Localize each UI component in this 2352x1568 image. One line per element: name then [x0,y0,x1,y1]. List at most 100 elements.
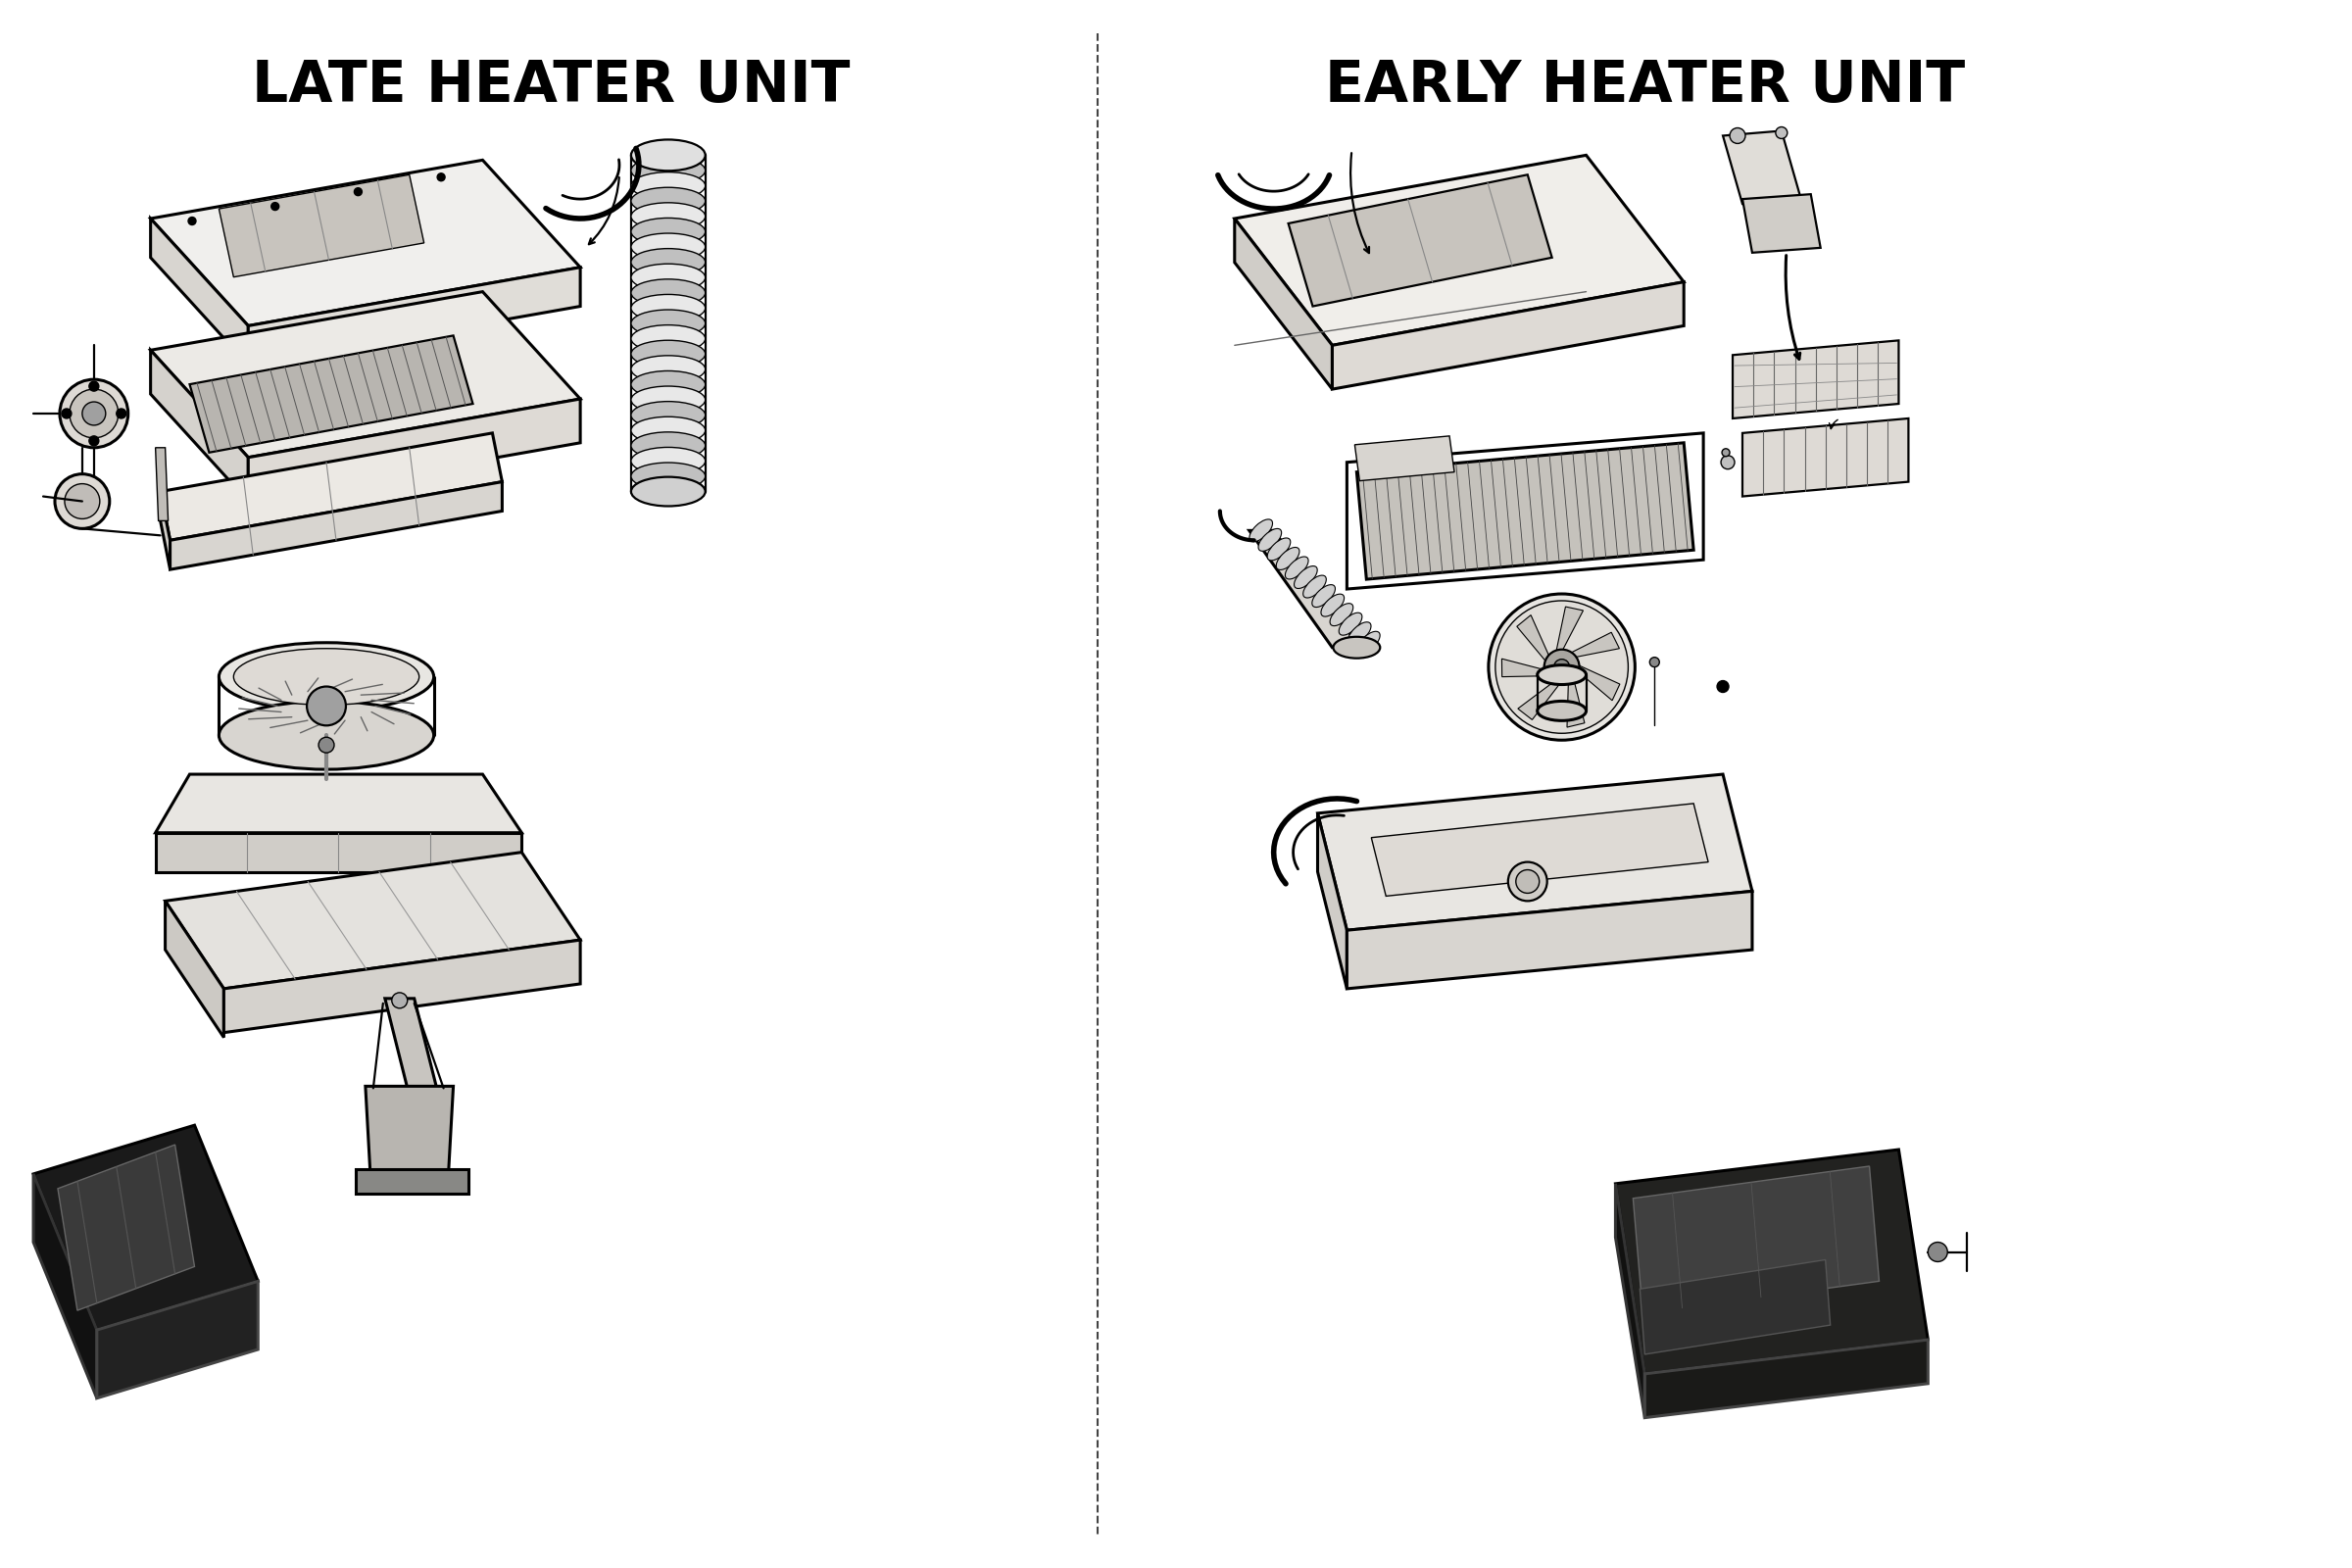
Ellipse shape [630,386,706,414]
Ellipse shape [630,477,706,506]
Polygon shape [1555,607,1583,654]
Polygon shape [1569,632,1621,657]
Ellipse shape [1312,585,1336,607]
Ellipse shape [233,649,419,706]
Polygon shape [219,174,423,278]
Circle shape [89,436,99,445]
Circle shape [64,485,99,519]
Ellipse shape [1258,528,1282,550]
Polygon shape [1355,436,1454,481]
Polygon shape [160,491,169,569]
Ellipse shape [219,701,433,770]
Polygon shape [155,775,522,833]
Ellipse shape [1284,557,1308,579]
Circle shape [59,379,127,447]
Polygon shape [33,1174,96,1399]
Polygon shape [96,1281,259,1399]
Polygon shape [151,160,581,326]
Polygon shape [59,1145,195,1311]
Ellipse shape [630,356,706,383]
Circle shape [393,993,407,1008]
Circle shape [89,381,99,390]
Polygon shape [1644,1339,1929,1417]
Polygon shape [386,999,440,1096]
Circle shape [71,389,118,437]
Polygon shape [191,336,473,453]
Ellipse shape [1303,575,1327,597]
Ellipse shape [1294,566,1317,588]
Polygon shape [1566,676,1585,728]
Ellipse shape [630,417,706,444]
Circle shape [1776,127,1788,138]
Ellipse shape [1277,547,1298,569]
Polygon shape [1632,1167,1879,1314]
Ellipse shape [630,401,706,428]
Circle shape [1649,657,1661,666]
Polygon shape [249,398,581,502]
Circle shape [54,474,111,528]
Polygon shape [1357,442,1693,579]
Polygon shape [1724,130,1802,204]
Circle shape [355,188,362,196]
Ellipse shape [1338,613,1362,635]
Polygon shape [249,267,581,365]
Ellipse shape [630,157,706,183]
Ellipse shape [630,234,706,260]
Polygon shape [1371,803,1708,897]
Ellipse shape [219,643,433,710]
Circle shape [270,202,280,210]
Ellipse shape [630,295,706,321]
Polygon shape [1249,530,1357,648]
Polygon shape [1517,615,1550,663]
Polygon shape [151,350,249,502]
Polygon shape [1733,340,1898,419]
Polygon shape [1503,659,1550,677]
Circle shape [1515,870,1538,894]
Ellipse shape [1538,701,1585,721]
Ellipse shape [630,478,706,505]
Circle shape [188,216,195,224]
Polygon shape [223,939,581,1033]
Circle shape [1722,448,1729,456]
Polygon shape [155,833,522,872]
Polygon shape [165,902,223,1038]
Ellipse shape [630,279,706,306]
Ellipse shape [1357,632,1381,654]
Circle shape [1722,455,1736,469]
Ellipse shape [1249,519,1272,543]
Circle shape [1929,1242,1947,1262]
Ellipse shape [1348,622,1371,644]
Polygon shape [1235,155,1684,345]
Text: EARLY HEATER UNIT: EARLY HEATER UNIT [1324,58,1964,113]
Ellipse shape [630,218,706,245]
Circle shape [318,737,334,753]
Ellipse shape [630,325,706,353]
Polygon shape [1317,775,1752,930]
Circle shape [1545,649,1578,685]
Circle shape [1508,862,1548,902]
Ellipse shape [630,433,706,459]
Ellipse shape [630,447,706,475]
Ellipse shape [630,310,706,337]
Polygon shape [155,447,167,521]
Circle shape [115,409,127,419]
Polygon shape [1517,681,1562,720]
Polygon shape [151,218,249,365]
Ellipse shape [630,249,706,276]
Polygon shape [1235,218,1331,389]
Ellipse shape [1538,665,1585,685]
Polygon shape [165,853,581,989]
Polygon shape [1317,814,1348,989]
Ellipse shape [630,372,706,398]
Circle shape [1729,129,1745,144]
Polygon shape [160,433,501,541]
Polygon shape [1639,1259,1830,1355]
Circle shape [61,409,71,419]
Circle shape [1555,659,1569,674]
Polygon shape [1331,282,1684,389]
Polygon shape [1576,665,1621,701]
Polygon shape [1616,1184,1644,1417]
Polygon shape [355,1170,468,1193]
Ellipse shape [1322,594,1345,616]
Ellipse shape [630,141,706,169]
